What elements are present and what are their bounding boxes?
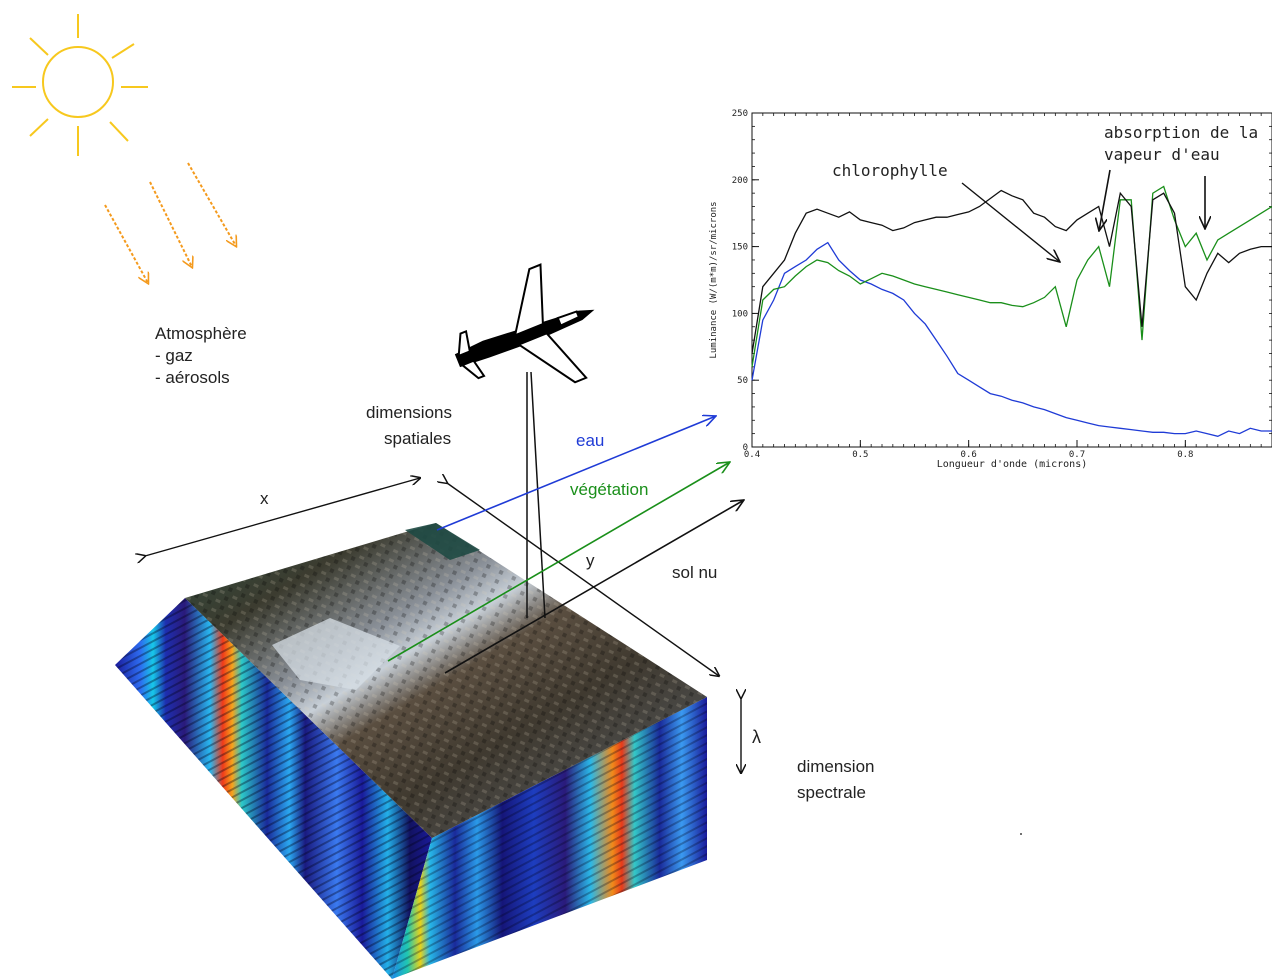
vegetation-label: végétation [570, 480, 649, 499]
axis-x-label: x [260, 489, 269, 508]
y-tick-label: 50 [737, 376, 748, 386]
atmosphere-title: Atmosphère [155, 324, 247, 343]
absorption-label-line2: vapeur d'eau [1104, 144, 1220, 166]
chlorophylle-label: chlorophylle [832, 161, 948, 180]
y-tick-label: 200 [732, 176, 748, 186]
y-tick-label: 100 [732, 309, 748, 319]
sol-nu-label: sol nu [672, 563, 718, 582]
series-line-1 [751, 185, 1272, 367]
spectral-dim-line2: spectrale [797, 783, 866, 802]
x-tick-label: 0.8 [1177, 450, 1193, 460]
atmosphere-aerosols: - aérosols [155, 368, 230, 387]
pixel-spike [526, 371, 546, 619]
spectral-dim-line1: dimension [797, 757, 875, 776]
stray-dot [1020, 833, 1022, 835]
spectrum-chart: 0.4 0.5 0.6 0.7 0.8 0 50 100 150 200 250 Longueur … [709, 109, 1272, 470]
axis-y-label: y [586, 551, 595, 570]
hyperspectral-cube [115, 523, 707, 979]
series-line-2 [751, 189, 1272, 354]
airplane-icon [454, 263, 595, 384]
spatial-dims-line2: spatiales [384, 429, 452, 448]
eau-label: eau [576, 431, 605, 450]
atmosphere-gas: - gaz [155, 346, 193, 365]
sun-icon [12, 14, 148, 156]
axis-x-arrow [145, 478, 420, 556]
sol-nu-arrow [444, 500, 744, 674]
y-tick-label: 0 [743, 443, 748, 453]
axis-y-arrow [447, 483, 719, 676]
y-tick-label: 150 [732, 243, 748, 253]
absorption-arrow-1 [1099, 169, 1111, 231]
x-tick-label: 0.4 [744, 450, 760, 460]
x-tick-label: 0.6 [961, 450, 977, 460]
absorption-label-line1: absorption de la [1104, 122, 1259, 144]
chart-ylabel: Luminance (W/(m*m)/sr/microns [709, 201, 719, 358]
plot-frame [751, 112, 1272, 448]
series-line-0 [751, 241, 1272, 437]
spatial-dims-line1: dimensions [366, 403, 452, 422]
chart-xlabel: Longueur d'onde (microns) [937, 459, 1088, 470]
eau-arrow [436, 416, 716, 531]
x-tick-label: 0.5 [852, 450, 868, 460]
x-tick-label: 0.7 [1069, 450, 1085, 460]
lambda-label: λ [752, 727, 761, 747]
y-tick-label: 250 [732, 109, 748, 119]
chlorophylle-arrow [961, 182, 1060, 262]
sun-rays [104, 162, 236, 283]
vegetation-arrow [387, 462, 730, 662]
